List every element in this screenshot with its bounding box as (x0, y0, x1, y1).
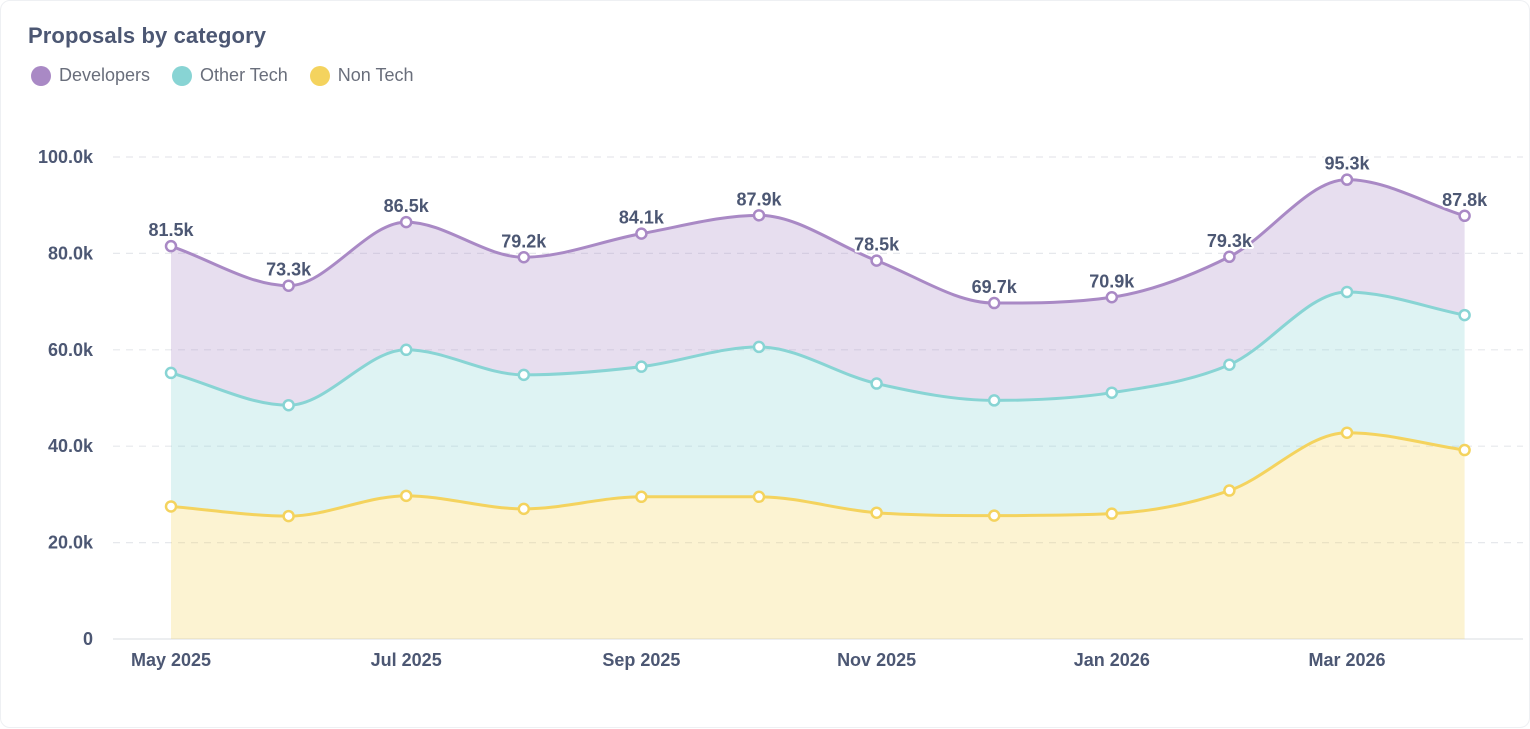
point-non-tech (282, 509, 295, 523)
total-data-label: 79.3k (1207, 231, 1253, 251)
x-tick-label: Nov 2025 (837, 650, 916, 670)
total-data-label: 84.1k (619, 208, 665, 228)
x-tick-label: Jan 2026 (1074, 650, 1150, 670)
total-data-label: 70.9k (1089, 271, 1135, 291)
point-other-tech (635, 360, 648, 373)
y-tick-label: 80.0k (48, 243, 94, 263)
point-non-tech (1458, 443, 1471, 457)
point-developers (1105, 291, 1119, 304)
point-other-tech (164, 366, 178, 380)
point-non-tech (399, 489, 413, 503)
total-data-label: 79.2k (501, 231, 547, 251)
legend-item-developers[interactable]: Developers (31, 65, 150, 86)
chart-title: Proposals by category (28, 23, 267, 48)
point-other-tech (517, 368, 531, 382)
area-non-tech (171, 432, 1465, 639)
point-developers (635, 227, 648, 240)
x-tick-label: May 2025 (131, 650, 211, 670)
point-non-tech (1223, 484, 1236, 497)
point-other-tech (1223, 358, 1236, 371)
y-tick-label: 0 (83, 629, 93, 649)
point-non-tech (870, 506, 883, 519)
total-data-label: 78.5k (854, 235, 900, 255)
point-non-tech (1105, 507, 1119, 520)
point-developers (1340, 173, 1354, 186)
point-developers (987, 296, 1001, 310)
point-other-tech (1105, 386, 1119, 399)
point-non-tech (752, 490, 766, 504)
point-other-tech (399, 343, 413, 357)
total-data-label: 86.5k (384, 196, 430, 216)
point-developers (752, 209, 766, 222)
area-other-tech (171, 291, 1465, 517)
point-non-tech (987, 509, 1001, 522)
total-data-label: 69.7k (972, 277, 1018, 297)
total-data-label: 87.9k (736, 189, 782, 209)
line-developers (169, 178, 1467, 305)
line-other-tech (169, 290, 1467, 407)
point-developers (164, 239, 178, 253)
point-non-tech (1340, 426, 1354, 439)
y-tick-label: 40.0k (48, 436, 94, 456)
point-non-tech (635, 490, 648, 504)
total-data-label: 87.8k (1442, 190, 1488, 210)
point-developers (1223, 250, 1236, 264)
area-developers (171, 179, 1465, 406)
point-developers (1458, 209, 1471, 223)
legend-dot-developers (31, 65, 51, 86)
point-developers (870, 254, 883, 267)
point-non-tech (517, 502, 531, 516)
point-developers (517, 251, 531, 264)
chart-legend: Developers Other Tech Non Tech (31, 65, 413, 86)
x-tick-label: Sep 2025 (602, 650, 680, 670)
point-other-tech (987, 394, 1001, 407)
y-tick-label: 60.0k (48, 340, 94, 360)
legend-dot-non-tech (309, 65, 330, 86)
point-other-tech (282, 398, 295, 412)
x-tick-label: Jul 2025 (371, 650, 442, 670)
x-tick-label: Mar 2026 (1308, 650, 1385, 670)
point-other-tech (1340, 285, 1354, 299)
legend-item-non-tech[interactable]: Non Tech (309, 65, 414, 86)
point-other-tech (870, 377, 883, 390)
legend-item-other-tech[interactable]: Other Tech (172, 65, 288, 86)
total-data-label: 73.3k (266, 260, 312, 280)
point-other-tech (752, 340, 766, 354)
legend-label-developers: Developers (59, 65, 151, 85)
point-other-tech (1458, 308, 1471, 322)
legend-label-non-tech: Non Tech (337, 65, 414, 85)
total-data-label: 81.5k (148, 220, 194, 240)
point-non-tech (164, 500, 178, 513)
total-data-label: 95.3k (1324, 154, 1370, 174)
line-non-tech (169, 431, 1467, 518)
point-developers (399, 215, 413, 229)
point-developers (282, 279, 295, 292)
y-tick-label: 20.0k (48, 533, 94, 553)
y-tick-label: 100.0k (38, 147, 94, 167)
legend-dot-other-tech (172, 65, 193, 86)
legend-label-other-tech: Other Tech (200, 65, 288, 85)
